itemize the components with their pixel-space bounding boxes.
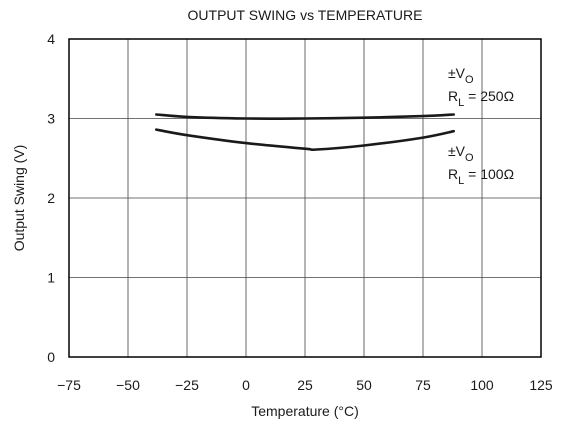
series-rl-250-line — [155, 113, 455, 120]
x-tick-label: −50 — [116, 377, 140, 393]
x-tick-labels: −75 −50 −25 0 25 50 75 100 125 — [57, 377, 553, 393]
y-tick-label: 3 — [47, 111, 55, 127]
x-tick-label: 0 — [242, 377, 250, 393]
y-tick-label: 0 — [47, 349, 55, 365]
x-tick-label: −75 — [57, 377, 81, 393]
chart-title: OUTPUT SWING vs TEMPERATURE — [188, 7, 423, 23]
x-tick-label: −25 — [175, 377, 199, 393]
x-tick-label: 25 — [297, 377, 313, 393]
x-tick-label: 125 — [529, 377, 553, 393]
x-tick-label: 50 — [356, 377, 372, 393]
y-tick-labels: 0 1 2 3 4 — [47, 31, 55, 365]
annotation-rl-label: RL = 250Ω — [448, 88, 514, 109]
y-tick-label: 2 — [47, 190, 55, 206]
x-axis-label: Temperature (°C) — [251, 403, 359, 419]
annotation-vo-label: ±VO — [448, 65, 474, 86]
y-axis-label: Output Swing (V) — [11, 145, 27, 252]
y-tick-label: 4 — [47, 31, 55, 47]
annotation-vo-label: ±VO — [448, 143, 474, 164]
y-tick-label: 1 — [47, 270, 55, 286]
annotation-rl-label: RL = 100Ω — [448, 166, 514, 187]
x-tick-label: 100 — [470, 377, 494, 393]
x-tick-label: 75 — [415, 377, 431, 393]
series-rl-100-line — [155, 128, 455, 152]
plot-frame — [68, 38, 542, 358]
series-lines — [155, 113, 455, 152]
grid-lines — [69, 39, 541, 357]
